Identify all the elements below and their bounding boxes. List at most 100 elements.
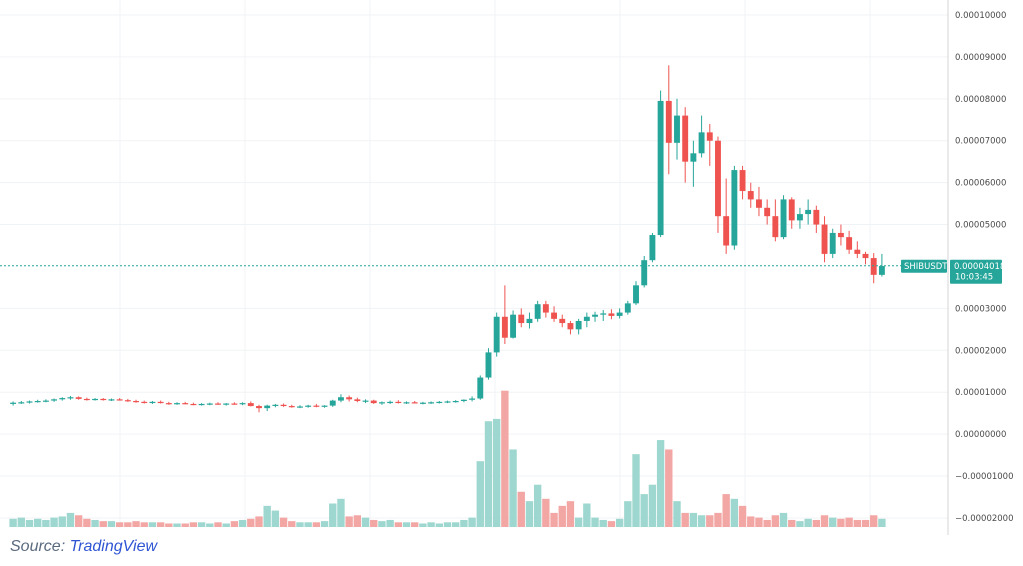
volume-bar	[197, 522, 206, 527]
volume-bar	[632, 454, 640, 527]
volume-bar	[148, 522, 157, 527]
volume-bar	[706, 515, 714, 527]
price-axis[interactable]: 0.00010000 0.00009000 0.00008000 0.00007000…	[955, 11, 1014, 524]
candle-body	[534, 304, 541, 319]
candle-body	[231, 403, 238, 405]
candle-body	[116, 399, 123, 401]
volume-bar	[599, 519, 607, 527]
candle-body	[436, 401, 443, 404]
volume-bar	[460, 519, 468, 527]
volume-bar	[33, 518, 42, 527]
price-badge	[950, 259, 1002, 284]
volume-bar	[25, 519, 34, 527]
volume-bar	[427, 522, 435, 527]
candle-body	[272, 404, 279, 406]
candle-body	[354, 399, 361, 402]
last-price-label: 0.00004018	[954, 262, 1005, 272]
volume-bar	[673, 501, 681, 527]
candle-body	[362, 400, 369, 402]
volume-bar	[533, 484, 542, 527]
volume-bar	[255, 516, 263, 527]
volume-bar	[206, 523, 214, 527]
symbol-label: SHIBUSDT	[904, 262, 948, 272]
candle-body	[870, 258, 877, 275]
y-tick-label: 0.00006000	[955, 179, 1006, 189]
candle-body	[67, 397, 74, 399]
candle-body	[698, 132, 705, 154]
candle-body	[108, 399, 115, 401]
volume-bar	[853, 519, 862, 527]
candle-body	[715, 140, 721, 217]
candle-body	[10, 402, 17, 404]
volume-bar	[714, 512, 722, 527]
candle-body	[501, 316, 508, 338]
candle-body	[321, 405, 328, 407]
candle-body	[739, 170, 746, 192]
candle-body	[723, 216, 730, 246]
volume-bar	[345, 516, 353, 527]
volume-bar	[517, 491, 525, 527]
chart-caption: Source: TradingView	[10, 538, 157, 556]
volume-bar	[583, 503, 591, 527]
volume-bar	[730, 498, 739, 527]
y-tick-label: −0.00002000	[955, 514, 1014, 524]
volume-bar	[607, 521, 616, 527]
candle-body	[788, 199, 795, 221]
volume-bar	[788, 519, 796, 527]
candle-body	[452, 401, 459, 403]
volume-bar	[558, 505, 566, 527]
volume-bar	[230, 521, 239, 527]
candle-body	[813, 209, 820, 225]
volume-bar	[288, 521, 296, 527]
candle-body	[846, 237, 853, 250]
candle-body	[731, 170, 738, 246]
y-tick-label: 0.00000000	[955, 430, 1006, 440]
candle-body	[567, 323, 574, 330]
volume-bar	[419, 523, 427, 527]
chart-grid	[0, 0, 948, 528]
y-tick-label: 0.00005000	[955, 221, 1006, 231]
candle-body	[297, 406, 303, 408]
volume-bar	[107, 521, 116, 527]
candle-body	[313, 405, 320, 407]
volume-bar	[91, 519, 99, 527]
volume-bar	[615, 518, 624, 527]
candle-body	[141, 401, 148, 404]
price-chart[interactable]: 0.00010000 0.00009000 0.00008000 0.00007000…	[0, 0, 1023, 535]
volume-bar	[779, 512, 788, 527]
y-tick-label: 0.00003000	[955, 304, 1006, 314]
volume-bar	[214, 522, 222, 527]
candle-body	[247, 403, 254, 407]
candle-body	[682, 115, 689, 162]
volume-bar	[329, 503, 337, 527]
candle-body	[878, 266, 885, 275]
candle-body	[592, 314, 598, 317]
candle-body	[256, 406, 262, 409]
candle-body	[149, 401, 156, 404]
candle-body	[182, 403, 189, 405]
candle-body	[305, 405, 312, 407]
candle-body	[674, 115, 680, 143]
y-tick-label: 0.00007000	[955, 137, 1006, 147]
candle-body	[239, 403, 246, 405]
candle-body	[337, 397, 344, 401]
candle-body	[133, 401, 139, 403]
volume-bar	[747, 516, 755, 527]
volume-bar	[763, 519, 771, 527]
candle-body	[756, 199, 762, 208]
volume-bar	[443, 522, 452, 527]
candle-body	[551, 312, 558, 319]
countdown-label: 10:03:45	[955, 273, 993, 283]
candle-body	[428, 402, 435, 404]
candle-body	[370, 400, 377, 404]
volume-bar	[640, 494, 648, 527]
candle-body	[854, 249, 861, 254]
volume-bar	[140, 522, 148, 527]
candle-body	[690, 153, 697, 162]
volume-bar	[476, 461, 484, 527]
volume-bar	[755, 517, 763, 527]
candle-body	[411, 402, 418, 404]
candle-body	[83, 398, 90, 401]
candle-body	[608, 313, 615, 316]
source-link[interactable]: TradingView	[69, 538, 158, 555]
